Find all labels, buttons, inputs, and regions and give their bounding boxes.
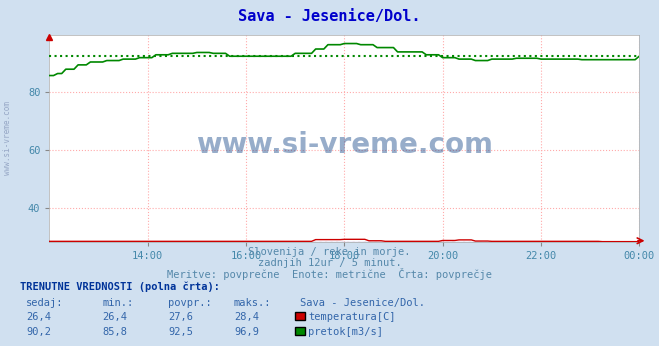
Text: zadnjih 12ur / 5 minut.: zadnjih 12ur / 5 minut. [258,258,401,268]
Text: www.si-vreme.com: www.si-vreme.com [196,131,493,158]
Text: 85,8: 85,8 [102,327,127,337]
Text: TRENUTNE VREDNOSTI (polna črta):: TRENUTNE VREDNOSTI (polna črta): [20,282,219,292]
Text: 92,5: 92,5 [168,327,193,337]
Text: Slovenija / reke in morje.: Slovenija / reke in morje. [248,247,411,257]
Text: 90,2: 90,2 [26,327,51,337]
Text: Sava - Jesenice/Dol.: Sava - Jesenice/Dol. [300,298,425,308]
Text: povpr.:: povpr.: [168,298,212,308]
Text: temperatura[C]: temperatura[C] [308,312,396,322]
Text: maks.:: maks.: [234,298,272,308]
Text: pretok[m3/s]: pretok[m3/s] [308,327,384,337]
Text: Sava - Jesenice/Dol.: Sava - Jesenice/Dol. [239,9,420,24]
Text: 26,4: 26,4 [102,312,127,322]
Text: Meritve: povprečne  Enote: metrične  Črta: povprečje: Meritve: povprečne Enote: metrične Črta:… [167,268,492,280]
Text: 27,6: 27,6 [168,312,193,322]
Text: www.si-vreme.com: www.si-vreme.com [3,101,13,175]
Text: 96,9: 96,9 [234,327,259,337]
Text: min.:: min.: [102,298,133,308]
Text: 28,4: 28,4 [234,312,259,322]
Text: 26,4: 26,4 [26,312,51,322]
Text: sedaj:: sedaj: [26,298,64,308]
